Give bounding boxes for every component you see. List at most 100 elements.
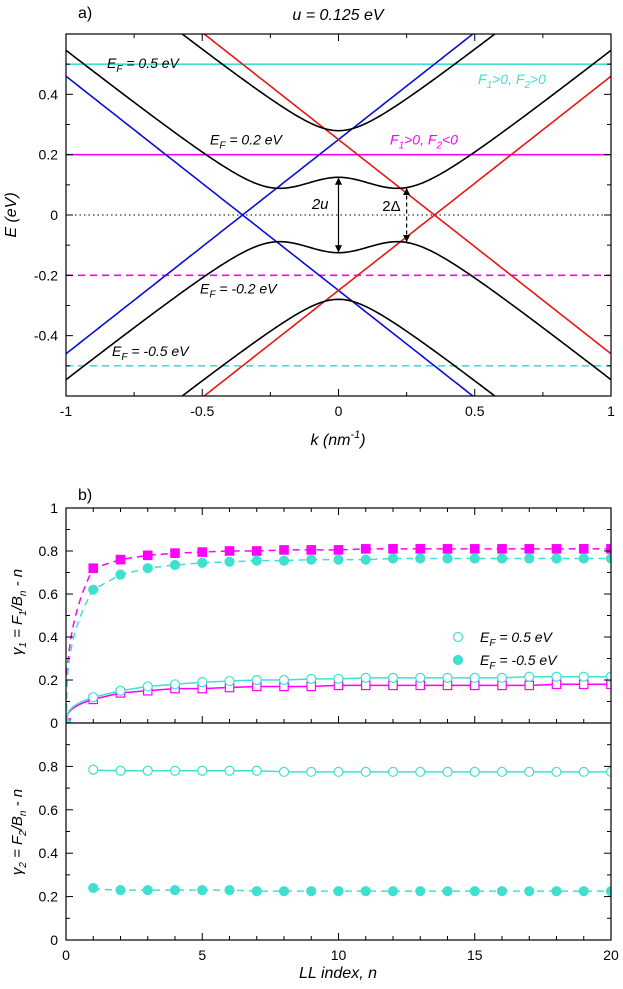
data-point-circle [551, 553, 562, 564]
data-point-circle [442, 766, 453, 777]
band-outer-upper [180, 34, 497, 132]
data-point-circle [197, 557, 208, 568]
data-point-circle [197, 765, 208, 776]
data-point-square [469, 544, 480, 554]
y-tick-label: 0 [50, 715, 58, 731]
data-point-circle [524, 886, 535, 897]
data-point-circle [387, 553, 399, 564]
series-e-f-0-5-ev [66, 671, 611, 723]
data-point-circle [496, 886, 508, 897]
legend-label: EF = 0.5 eV [480, 629, 554, 649]
band-inner-upper [66, 49, 611, 190]
data-point-circle [578, 766, 589, 777]
y-tick-label: -0.4 [34, 328, 58, 344]
y-tick-label: 0.4 [39, 845, 59, 861]
y-tick-label: -0.2 [34, 267, 58, 283]
panel-a-xlabel: k (nm-1) [310, 429, 365, 449]
data-point-circle [469, 886, 480, 897]
x-tick-label: 0 [335, 403, 343, 419]
data-point-circle [469, 766, 480, 777]
legend-label: EF = -0.5 eV [480, 652, 558, 672]
x-tick-label: 15 [467, 947, 483, 963]
y-tick-label: 1 [50, 500, 58, 516]
y-tick-label: 0.4 [39, 629, 59, 645]
data-point-circle [496, 766, 508, 777]
y-tick-label: 0 [50, 932, 58, 948]
data-point-circle [469, 553, 480, 564]
series-line [66, 557, 611, 723]
data-point-square [115, 554, 126, 565]
data-point-circle [251, 765, 262, 776]
panel-b-xlabel: LL index, n [299, 965, 377, 982]
data-point-circle [360, 554, 371, 565]
panel-b-top-plot-area [66, 544, 611, 723]
y-tick-label: 0.8 [39, 758, 59, 774]
data-point-circle [142, 884, 153, 896]
x-tick-label: -1 [60, 403, 73, 419]
panel-b-bottom-plot-area [88, 764, 611, 897]
data-point-circle [224, 556, 235, 567]
y-tick-label: 0.6 [39, 802, 59, 818]
panel-a-title: u = 0.125 eV [292, 7, 385, 24]
data-point-circle [278, 766, 290, 777]
dirac-line-red [202, 75, 611, 396]
data-point-circle [278, 555, 290, 566]
x-tick-label: 1 [607, 403, 615, 419]
fermi-level-label: EF = -0.2 eV [200, 280, 278, 300]
data-point-circle [306, 766, 317, 777]
data-point-circle [142, 681, 153, 692]
data-point-circle [360, 672, 371, 683]
fermi-level-label: EF = 0.5 eV [107, 55, 181, 75]
data-point-circle [442, 886, 453, 897]
data-point-circle [66, 717, 72, 723]
data-point-circle [88, 584, 99, 595]
y-tick-label: 0.2 [39, 672, 59, 688]
data-point-circle [115, 884, 126, 896]
series-e-f-0-5-ev [66, 553, 611, 723]
data-point-circle [360, 886, 371, 897]
data-point-circle [251, 555, 262, 566]
panel-a-ylabel: E (eV) [3, 192, 20, 237]
gap-2u-label: 2u [311, 196, 329, 213]
data-point-square [306, 545, 317, 555]
data-point-circle [387, 672, 399, 683]
x-tick-label: 0.5 [465, 403, 485, 419]
panel-a-band-structure: a) u = 0.125 eV -1 -0.5 0 0.5 1 -0.4 -0.2 0 0.2 0… [3, 5, 615, 449]
fermi-level-label: EF = 0.2 eV [210, 132, 284, 152]
data-point-square [497, 544, 507, 554]
data-point-circle [306, 886, 317, 897]
data-point-square [524, 680, 535, 691]
data-point-circle [415, 886, 426, 897]
data-point-square [224, 546, 235, 556]
y-tick-label: 0.8 [39, 543, 59, 559]
data-point-circle [387, 766, 399, 777]
data-point-square [251, 546, 262, 556]
data-point-circle [578, 886, 589, 897]
data-point-square [524, 544, 535, 554]
data-point-circle [605, 766, 611, 777]
data-point-circle [496, 553, 508, 564]
data-point-circle [169, 884, 181, 896]
data-point-circle [551, 766, 562, 777]
y-tick-label: 0.6 [39, 586, 59, 602]
data-point-circle [224, 765, 235, 776]
data-point-circle [197, 884, 208, 896]
data-point-circle [88, 882, 99, 894]
data-point-circle [469, 672, 480, 683]
data-point-circle [387, 886, 399, 897]
data-point-circle [524, 553, 535, 564]
data-point-square [388, 544, 398, 554]
y-tick-label: 0 [50, 207, 58, 223]
panel-b-top-ylabel: γ1 = F1/Bn - n [9, 569, 29, 655]
data-point-circle [415, 553, 426, 564]
data-point-circle [442, 672, 453, 683]
magenta-condition-label: F1>0, F2<0 [390, 132, 458, 152]
data-point-square [279, 545, 289, 555]
series-e-f-0-5-ev [88, 764, 611, 777]
data-point-circle [224, 675, 235, 687]
x-tick-label: 5 [198, 947, 206, 963]
data-point-circle [551, 671, 562, 682]
data-point-circle [496, 672, 508, 683]
